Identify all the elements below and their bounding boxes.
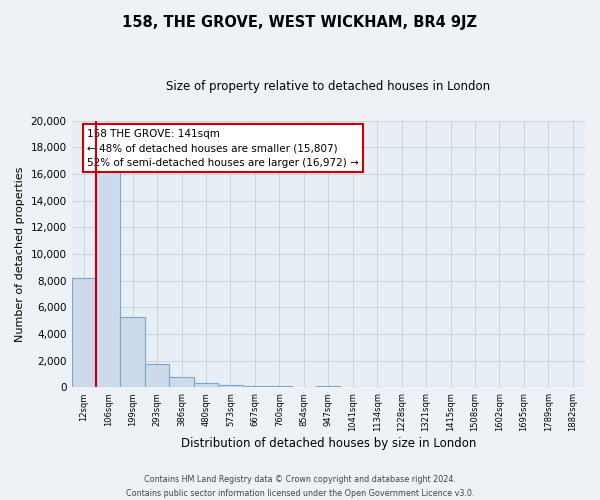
Text: Contains HM Land Registry data © Crown copyright and database right 2024.
Contai: Contains HM Land Registry data © Crown c… [126,476,474,498]
X-axis label: Distribution of detached houses by size in London: Distribution of detached houses by size … [181,437,476,450]
Bar [71,278,96,388]
Bar [145,364,169,388]
Text: 158 THE GROVE: 141sqm
← 48% of detached houses are smaller (15,807)
52% of semi-: 158 THE GROVE: 141sqm ← 48% of detached … [87,128,359,168]
Bar [267,386,292,388]
Y-axis label: Number of detached properties: Number of detached properties [15,166,25,342]
Bar [218,386,242,388]
Text: 158, THE GROVE, WEST WICKHAM, BR4 9JZ: 158, THE GROVE, WEST WICKHAM, BR4 9JZ [122,15,478,30]
Bar [169,378,194,388]
Bar [96,166,121,388]
Bar [316,386,340,388]
Bar [194,384,218,388]
Bar [242,386,267,388]
Title: Size of property relative to detached houses in London: Size of property relative to detached ho… [166,80,490,93]
Bar [121,316,145,388]
